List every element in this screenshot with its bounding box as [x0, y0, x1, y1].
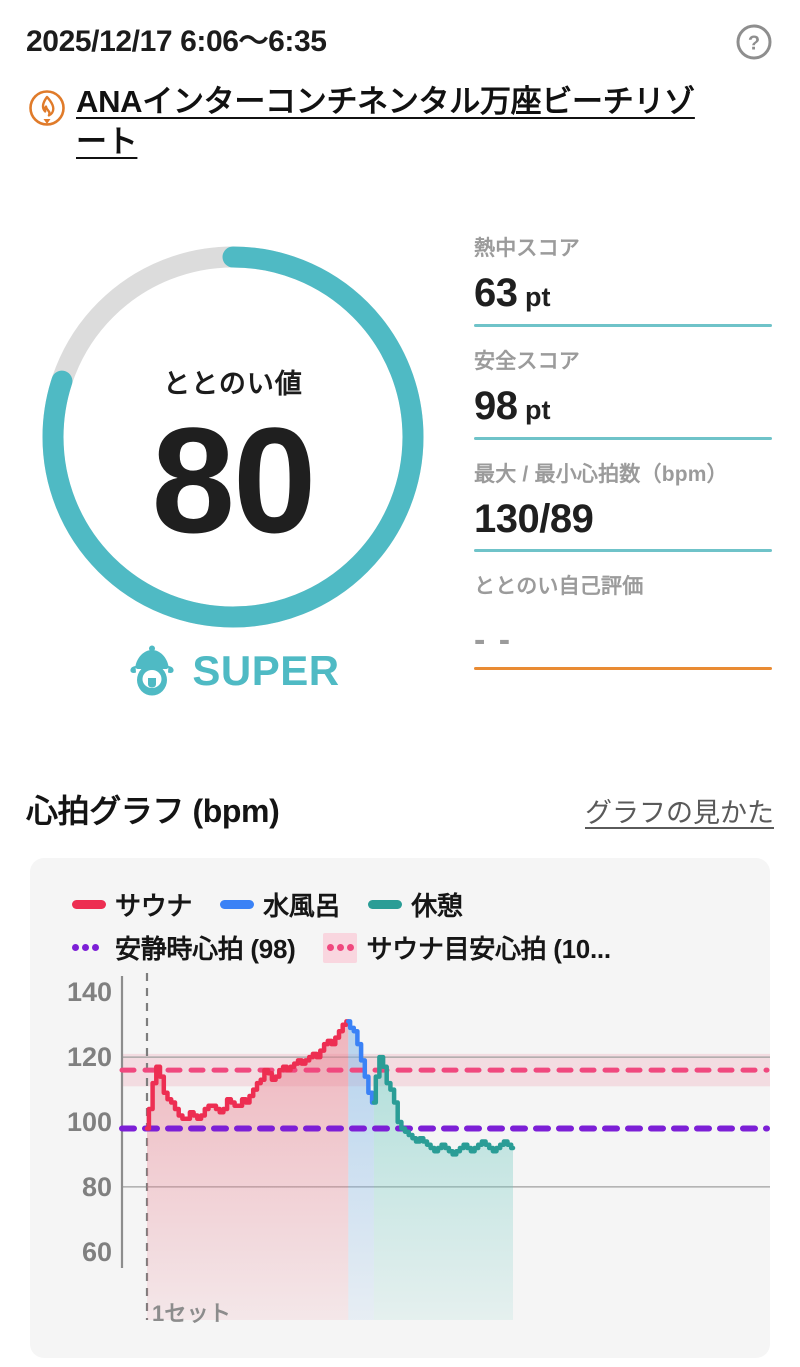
- legend-line-2: 安静時心拍 (98) サウナ目安心拍 (10...: [72, 929, 742, 966]
- score-section: ととのい値 80 SUPER 熱中スコア 63 pt 安全スコア: [0, 212, 800, 757]
- y-axis-tick-labels: 60 80 100 120 140: [67, 977, 112, 1267]
- y-tick-label: 60: [82, 1237, 112, 1267]
- totonoi-gauge: ととのい値 80: [28, 232, 438, 642]
- stat-row-heart-rate: 最大 / 最小心拍数（bpm） 130/89: [474, 458, 772, 553]
- svg-text:?: ?: [748, 33, 760, 55]
- area-coldbath: [348, 1021, 374, 1320]
- stat-number: 130/89: [474, 496, 594, 541]
- legend-item-rest[interactable]: 休憩: [368, 886, 463, 923]
- stat-row-safety-score: 安全スコア 98 pt: [474, 345, 772, 440]
- stat-row-self-rating[interactable]: ととのい自己評価 - -: [474, 570, 772, 671]
- legend-label: サウナ: [115, 891, 193, 921]
- stat-rule: [474, 436, 772, 440]
- legend-item-sauna[interactable]: サウナ: [72, 886, 192, 923]
- legend-item-resting-hr[interactable]: 安静時心拍 (98): [72, 929, 296, 966]
- legend-label: 安静時心拍 (98): [115, 934, 296, 964]
- set-label: 1セット: [152, 1301, 232, 1326]
- stat-value: - -: [474, 621, 513, 660]
- legend-swatch-rest-icon: [368, 900, 403, 909]
- stat-number: 98: [474, 383, 518, 428]
- stats-list: 熱中スコア 63 pt 安全スコア 98 pt 最大 / 最小心拍数（bpm） …: [474, 232, 772, 671]
- rank-row: SUPER: [28, 644, 438, 698]
- stat-value: 98 pt: [474, 384, 772, 433]
- rank-label: SUPER: [192, 647, 340, 694]
- area-rest: [373, 1057, 513, 1320]
- y-tick-label: 140: [67, 977, 112, 1007]
- stat-label: 熱中スコア: [474, 237, 580, 260]
- legend-item-coldbath[interactable]: 水風呂: [220, 886, 341, 923]
- stat-label: ととのい自己評価: [474, 575, 644, 599]
- legend-swatch-sauna-icon: [72, 900, 106, 909]
- chart-plot-area: 60 80 100 120 140 1セット: [30, 968, 770, 1358]
- chart-title: 心拍グラフ (bpm): [26, 793, 280, 829]
- series-line-sauna: [144, 1019, 351, 1131]
- stat-label: 最大 / 最小心拍数（bpm）: [474, 462, 728, 486]
- legend-label: サウナ目安心拍 (10...: [366, 934, 611, 964]
- stat-rule: [474, 667, 772, 671]
- session-date: 2025/12/17 6:06〜6:35: [26, 25, 327, 58]
- gauge-value: 80: [151, 396, 317, 564]
- heart-rate-plot: 60 80 100 120 140: [67, 973, 770, 1320]
- y-tick-label: 120: [67, 1042, 112, 1072]
- header: 2025/12/17 6:06〜6:35 ? ANAインターコンチネンタル万座ビ…: [0, 0, 800, 161]
- stat-rule: [474, 323, 772, 327]
- series-line-coldbath: [346, 1019, 377, 1105]
- area-sauna: [147, 1021, 349, 1320]
- header-top-row: 2025/12/17 6:06〜6:35 ?: [26, 24, 774, 62]
- stat-number: 63: [474, 271, 518, 315]
- venue-row[interactable]: ANAインターコンチネンタル万座ビーチリゾート: [26, 82, 774, 161]
- stat-rule: [474, 549, 772, 553]
- series-line-rest: [371, 1054, 516, 1157]
- stat-value: 130/89: [474, 497, 772, 546]
- chart-howto-link[interactable]: グラフの見かた: [585, 798, 774, 828]
- sauna-hat-character-icon: [130, 645, 174, 696]
- legend-swatch-coldbath-icon: [220, 900, 255, 909]
- stat-row-heat-score: 熱中スコア 63 pt: [474, 232, 772, 327]
- flame-pin-icon: [29, 90, 65, 126]
- gauge-label: ととのい値: [163, 369, 303, 399]
- y-tick-label: 100: [67, 1107, 112, 1137]
- legend-label: 水風呂: [263, 891, 341, 921]
- y-tick-label: 80: [82, 1172, 112, 1202]
- chart-header: 心拍グラフ (bpm) グラフの見かた: [26, 786, 774, 832]
- legend-item-sauna-target-hr[interactable]: サウナ目安心拍 (10...: [323, 929, 611, 966]
- legend-swatch-sauna-target-icon: [323, 932, 358, 963]
- legend-label: 休憩: [411, 891, 463, 921]
- chart-legend: サウナ 水風呂 休憩 安静時心拍 (98) サウナ目安心拍: [72, 886, 742, 972]
- stat-value: 63 pt: [474, 271, 772, 320]
- help-icon[interactable]: ?: [734, 22, 774, 62]
- heart-rate-chart-card: サウナ 水風呂 休憩 安静時心拍 (98) サウナ目安心拍: [30, 858, 770, 1358]
- stat-unit: pt: [517, 394, 551, 425]
- venue-name-link[interactable]: ANAインターコンチネンタル万座ビーチリゾート: [76, 84, 695, 159]
- legend-swatch-resting-hr-icon: [72, 943, 106, 952]
- stat-label: 安全スコア: [474, 349, 580, 373]
- legend-line-1: サウナ 水風呂 休憩: [72, 886, 742, 923]
- stat-unit: pt: [517, 282, 551, 312]
- gauge-ring: [42, 246, 424, 628]
